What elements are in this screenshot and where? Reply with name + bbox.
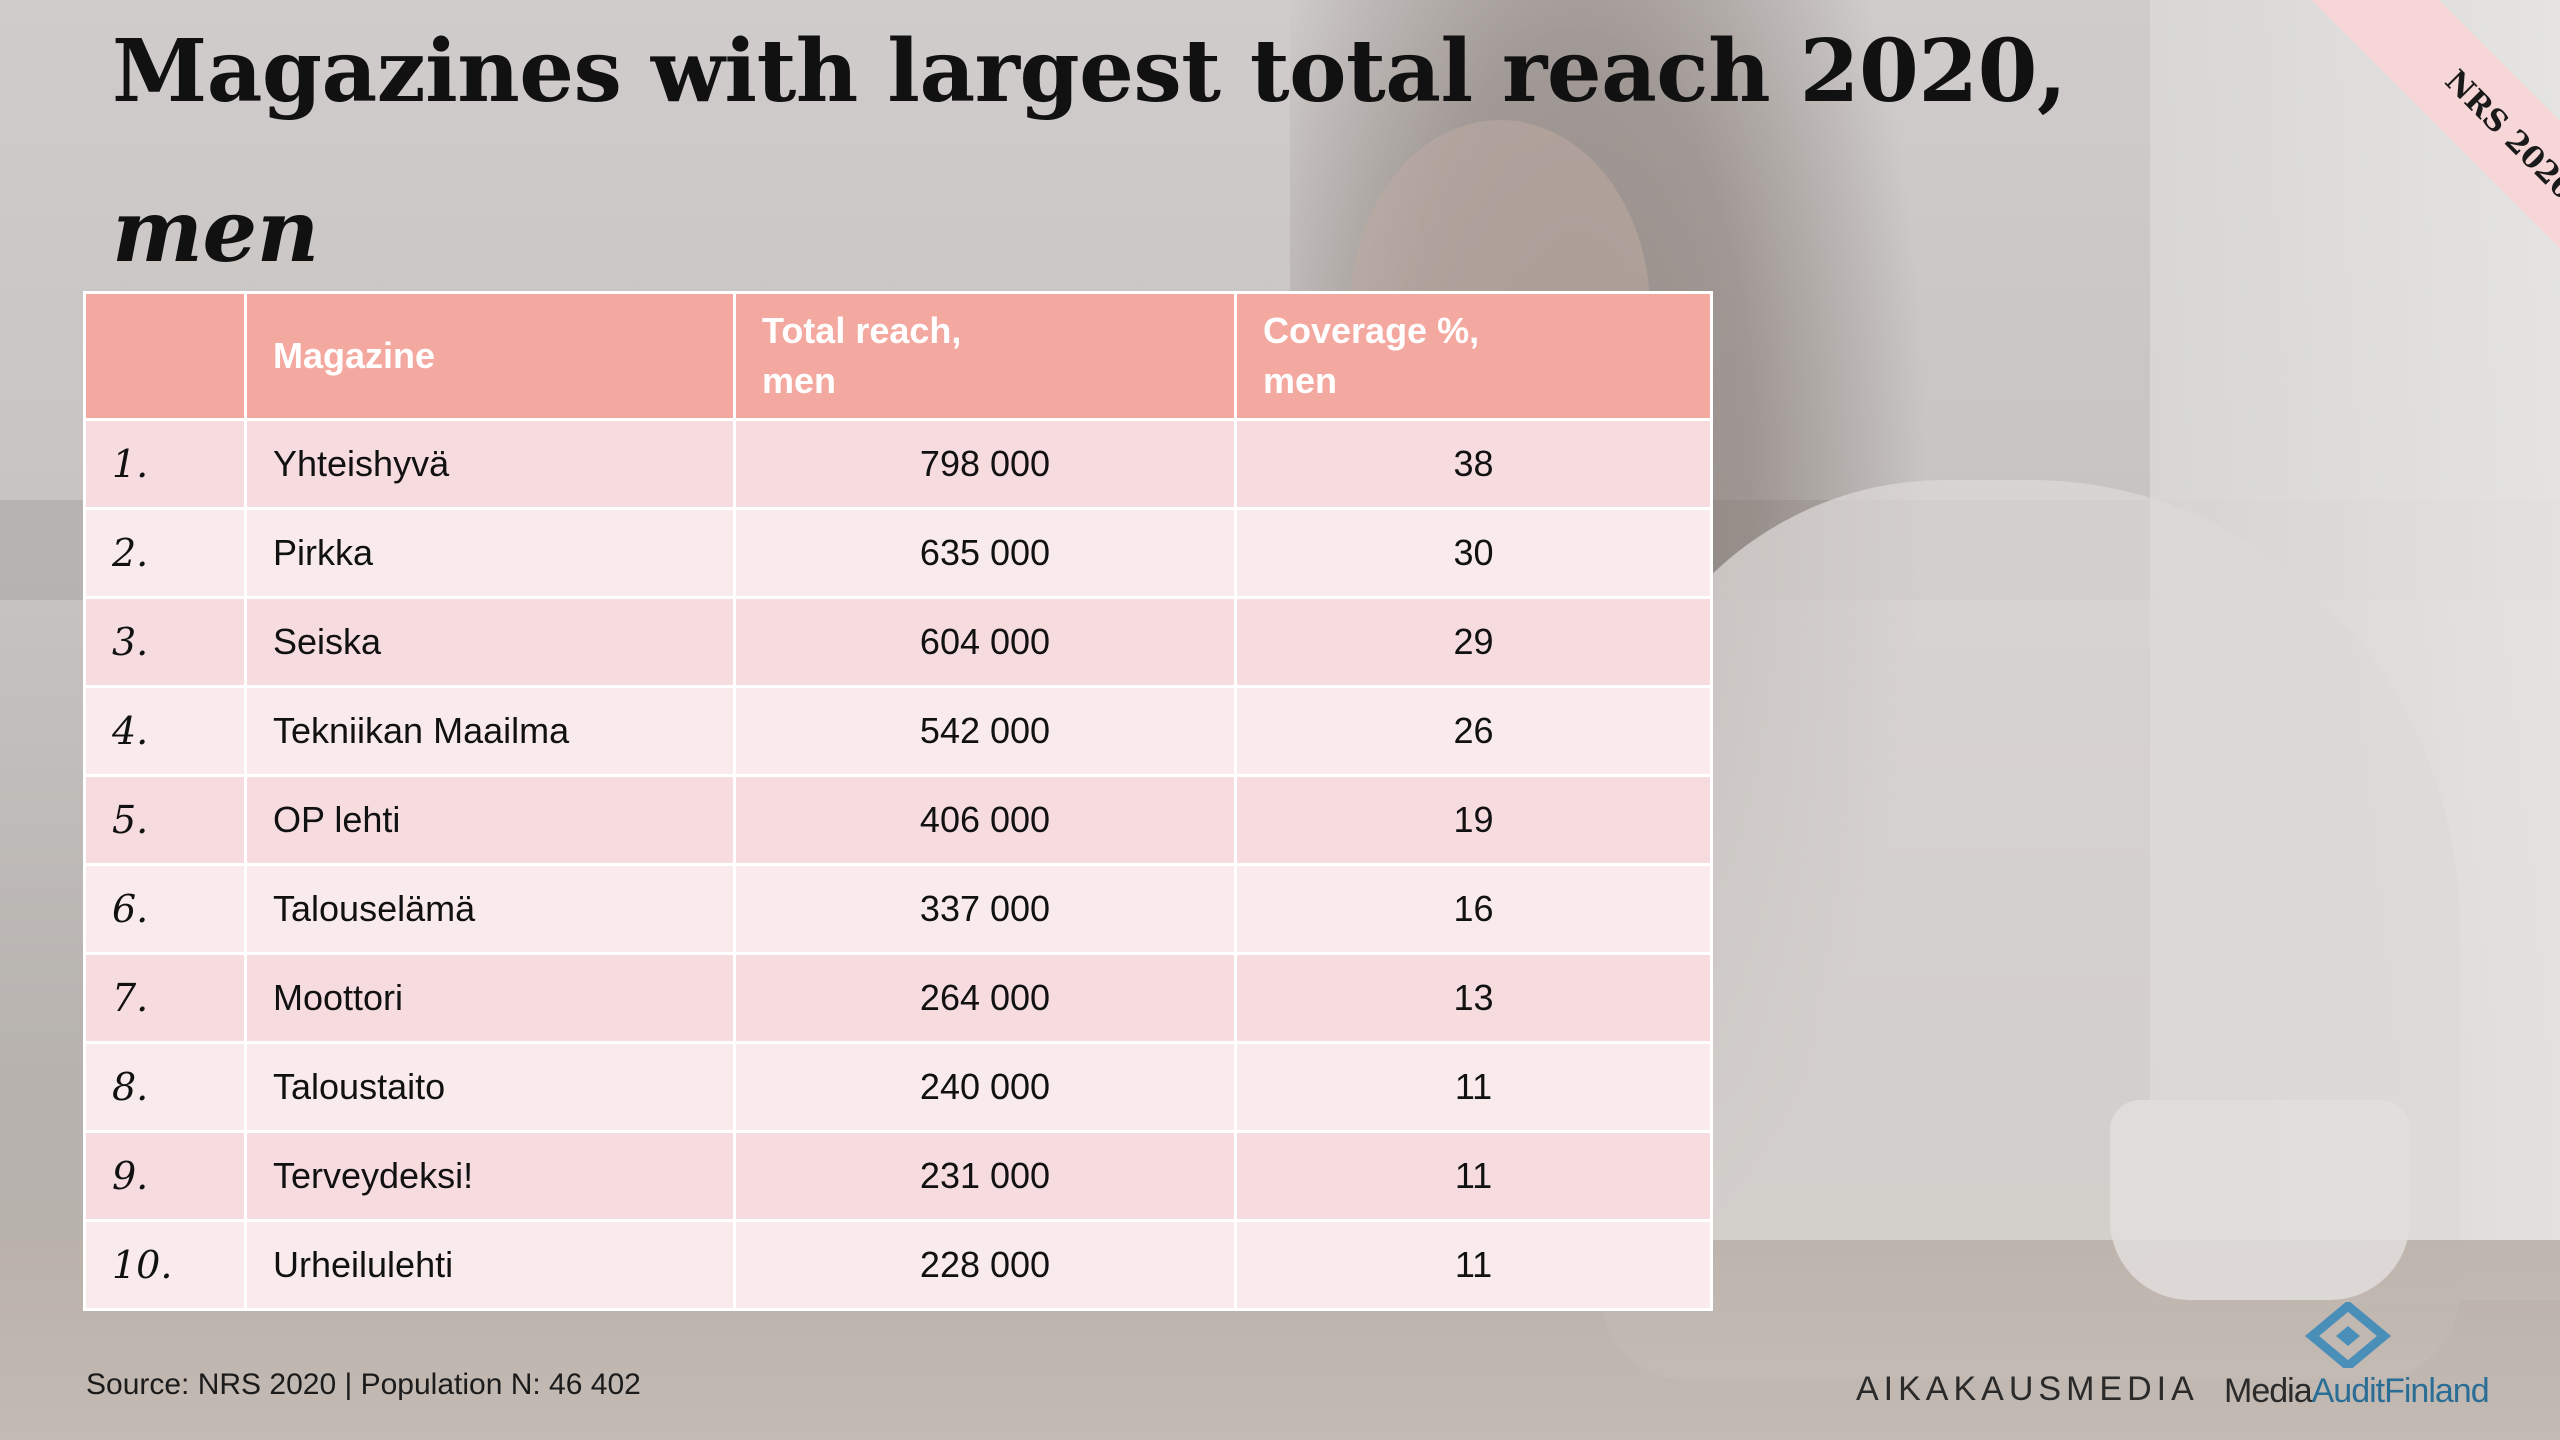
reach-cell: 542 000 [734, 685, 1237, 776]
rank-cell: 10. [86, 1219, 247, 1308]
header-coverage-line-2: men [1263, 360, 1338, 401]
aikakausmedia-logo: AIKAKAUSMEDIA [1856, 1370, 2199, 1408]
magazine-cell: Terveydeksi! [245, 1130, 736, 1221]
coverage-cell: 30 [1235, 507, 1710, 598]
maf-wordmark-audit: AuditFinland [2311, 1372, 2490, 1410]
coverage-cell: 16 [1235, 863, 1710, 954]
rank-cell: 9. [86, 1130, 247, 1221]
coverage-cell: 26 [1235, 685, 1710, 776]
magazine-cell: Urheilulehti [245, 1219, 736, 1308]
reach-cell: 240 000 [734, 1041, 1237, 1132]
table-row: 6. Talouselämä 337 000 16 [86, 863, 1710, 954]
coverage-cell: 19 [1235, 774, 1710, 865]
table-row: 3. Seiska 604 000 29 [86, 596, 1710, 687]
source-note: Source: NRS 2020 | Population N: 46 402 [86, 1368, 641, 1401]
table-header-row: Magazine Total reach, men Coverage %, me… [86, 294, 1710, 420]
header-coverage: Coverage %, men [1235, 294, 1710, 420]
ribbon-label: NRS 2020 [2438, 63, 2560, 207]
magazine-cell: Moottori [245, 952, 736, 1043]
reach-cell: 228 000 [734, 1219, 1237, 1308]
header-coverage-line-1: Coverage %, [1263, 310, 1480, 351]
reach-cell: 406 000 [734, 774, 1237, 865]
magazine-cell: Pirkka [245, 507, 736, 598]
coverage-cell: 13 [1235, 952, 1710, 1043]
rank-cell: 4. [86, 685, 247, 776]
magazine-cell: Tekniikan Maailma [245, 685, 736, 776]
table-row: 9. Terveydeksi! 231 000 11 [86, 1130, 1710, 1221]
rank-cell: 2. [86, 507, 247, 598]
reach-cell: 635 000 [734, 507, 1237, 598]
rank-cell: 6. [86, 863, 247, 954]
reach-cell: 337 000 [734, 863, 1237, 954]
coverage-cell: 11 [1235, 1041, 1710, 1132]
media-audit-finland-logo: MediaAuditFinland [2224, 1302, 2490, 1422]
maf-diamond-icon [2304, 1302, 2392, 1368]
table-row: 1. Yhteishyvä 798 000 38 [86, 418, 1710, 509]
header-magazine: Magazine [245, 294, 736, 420]
magazine-cell: Yhteishyvä [245, 418, 736, 509]
coverage-cell: 11 [1235, 1130, 1710, 1221]
header-total-reach: Total reach, men [734, 294, 1237, 420]
magazine-cell: OP lehti [245, 774, 736, 865]
table-row: 5. OP lehti 406 000 19 [86, 774, 1710, 865]
table-row: 7. Moottori 264 000 13 [86, 952, 1710, 1043]
rank-cell: 8. [86, 1041, 247, 1132]
coverage-cell: 29 [1235, 596, 1710, 687]
page-title: Magazines with largest total reach 2020,… [112, 21, 2067, 282]
coverage-cell: 38 [1235, 418, 1710, 509]
reach-table: Magazine Total reach, men Coverage %, me… [83, 291, 1713, 1311]
corner-ribbon: NRS 2020 [2230, 0, 2560, 330]
table-row: 8. Taloustaito 240 000 11 [86, 1041, 1710, 1132]
header-total-reach-line-1: Total reach, [762, 310, 962, 351]
reach-cell: 231 000 [734, 1130, 1237, 1221]
title-line-2: men [112, 181, 319, 282]
rank-cell: 5. [86, 774, 247, 865]
rank-cell: 3. [86, 596, 247, 687]
maf-wordmark-media: Media [2224, 1372, 2313, 1410]
header-rank [86, 294, 247, 420]
magazine-cell: Seiska [245, 596, 736, 687]
rank-cell: 1. [86, 418, 247, 509]
reach-cell: 604 000 [734, 596, 1237, 687]
magazine-cell: Talouselämä [245, 863, 736, 954]
rank-cell: 7. [86, 952, 247, 1043]
header-total-reach-line-2: men [762, 360, 837, 401]
reach-cell: 264 000 [734, 952, 1237, 1043]
reach-cell: 798 000 [734, 418, 1237, 509]
magazine-cell: Taloustaito [245, 1041, 736, 1132]
coverage-cell: 11 [1235, 1219, 1710, 1308]
title-line-1: Magazines with largest total reach 2020, [112, 21, 2067, 122]
maf-wordmark: MediaAuditFinland [2224, 1372, 2490, 1411]
table-row: 2. Pirkka 635 000 30 [86, 507, 1710, 598]
table-row: 4. Tekniikan Maailma 542 000 26 [86, 685, 1710, 776]
table-row: 10. Urheilulehti 228 000 11 [86, 1219, 1710, 1308]
